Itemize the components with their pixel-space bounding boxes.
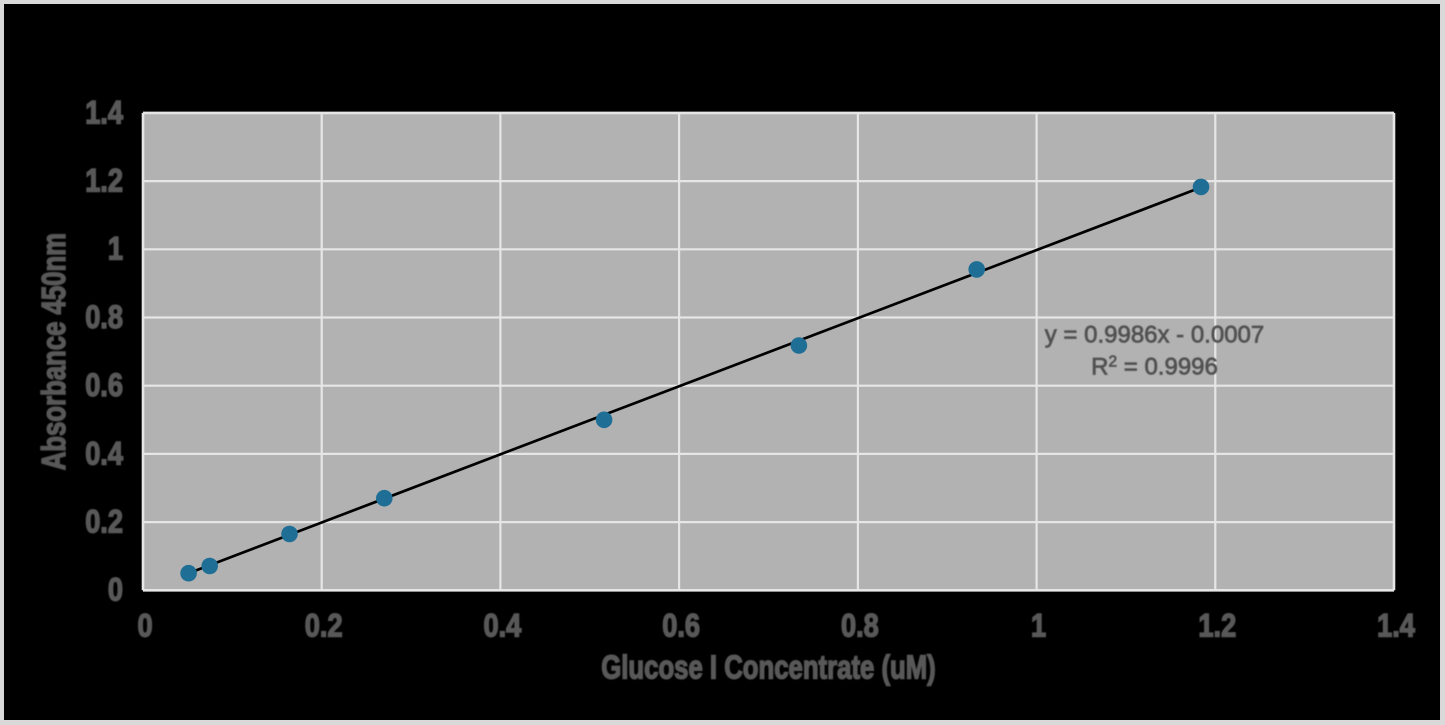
svg-text:R2 = 0.9996: R2 = 0.9996	[1091, 354, 1218, 381]
svg-text:0.8: 0.8	[841, 608, 879, 644]
svg-text:0.2: 0.2	[85, 504, 123, 540]
svg-text:1: 1	[108, 232, 123, 268]
svg-text:0.4: 0.4	[85, 436, 123, 472]
svg-text:1.4: 1.4	[85, 95, 123, 131]
svg-text:Glucose I Concentrate (uM): Glucose I Concentrate (uM)	[601, 650, 935, 687]
svg-text:0: 0	[137, 608, 152, 644]
svg-text:0.4: 0.4	[483, 608, 521, 644]
svg-text:1.2: 1.2	[85, 163, 123, 199]
svg-text:0.6: 0.6	[662, 608, 700, 644]
svg-text:1.4: 1.4	[1377, 608, 1415, 644]
svg-text:Absorbance 450nm: Absorbance 450nm	[36, 233, 73, 470]
svg-text:0.6: 0.6	[85, 368, 123, 404]
svg-text:1: 1	[1031, 608, 1046, 644]
svg-text:y = 0.9986x - 0.0007: y = 0.9986x - 0.0007	[1045, 321, 1265, 348]
svg-text:1.2: 1.2	[1198, 608, 1236, 644]
svg-text:0: 0	[108, 573, 123, 609]
svg-text:0.2: 0.2	[305, 608, 343, 644]
svg-text:0.8: 0.8	[85, 300, 123, 336]
